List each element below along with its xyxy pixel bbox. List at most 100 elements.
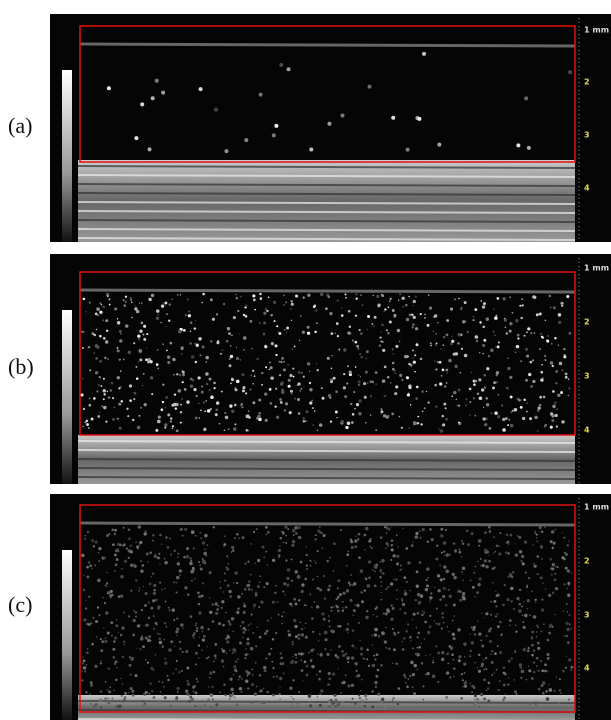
speckle bbox=[365, 578, 368, 581]
speckle bbox=[154, 598, 158, 602]
speckle bbox=[435, 332, 438, 335]
speckle bbox=[374, 658, 377, 661]
speckle bbox=[211, 620, 215, 623]
speckle bbox=[286, 583, 290, 587]
speckle bbox=[502, 417, 506, 422]
speckle bbox=[554, 528, 557, 531]
speckle bbox=[88, 403, 92, 407]
speckle bbox=[465, 398, 468, 401]
speckle bbox=[246, 641, 250, 646]
speckle bbox=[166, 545, 170, 549]
speckle bbox=[531, 636, 533, 638]
speckle bbox=[139, 624, 142, 626]
speckle bbox=[128, 663, 132, 667]
speckle bbox=[499, 532, 502, 535]
speckle bbox=[111, 397, 115, 400]
speckle bbox=[413, 692, 417, 696]
speckle bbox=[214, 107, 219, 112]
speckle bbox=[435, 342, 438, 345]
speckle bbox=[383, 526, 387, 529]
speckle bbox=[172, 672, 175, 675]
speckle bbox=[158, 637, 162, 641]
speckle bbox=[429, 600, 431, 602]
speckle bbox=[282, 590, 285, 593]
speckle bbox=[443, 402, 447, 406]
speckle bbox=[245, 670, 249, 673]
speckle bbox=[349, 584, 351, 586]
gray-scale-bar bbox=[62, 550, 72, 720]
speckle bbox=[492, 330, 495, 333]
speckle bbox=[487, 354, 491, 358]
speckle bbox=[472, 627, 476, 631]
speckle bbox=[545, 690, 548, 693]
speckle bbox=[530, 385, 534, 388]
speckle bbox=[551, 415, 555, 418]
speckle bbox=[190, 530, 195, 534]
speckle bbox=[451, 572, 456, 577]
speckle bbox=[387, 306, 390, 309]
speckle bbox=[499, 620, 502, 624]
speckle bbox=[123, 696, 127, 699]
speckle bbox=[365, 350, 369, 354]
speckle bbox=[323, 597, 327, 600]
speckle bbox=[379, 568, 382, 572]
speckle bbox=[570, 572, 572, 574]
speckle bbox=[396, 589, 398, 591]
speckle bbox=[538, 312, 542, 316]
speckle bbox=[102, 596, 105, 599]
speckle bbox=[491, 674, 494, 677]
speckle bbox=[382, 348, 386, 352]
speckle bbox=[103, 556, 106, 560]
speckle bbox=[208, 596, 211, 599]
speckle bbox=[134, 136, 139, 141]
speckle bbox=[86, 565, 89, 569]
speckle bbox=[343, 348, 347, 352]
speckle bbox=[263, 321, 267, 325]
speckle bbox=[471, 585, 475, 589]
speckle bbox=[334, 698, 338, 702]
speckle bbox=[561, 532, 563, 534]
speckle bbox=[159, 533, 162, 537]
speckle bbox=[253, 607, 255, 609]
speckle bbox=[443, 621, 445, 624]
speckle bbox=[341, 307, 343, 309]
speckle bbox=[500, 634, 503, 637]
speckle bbox=[361, 600, 365, 604]
speckle bbox=[235, 297, 239, 300]
speckle bbox=[477, 539, 482, 543]
speckle bbox=[506, 598, 510, 602]
speckle bbox=[233, 379, 236, 382]
speckle bbox=[331, 354, 333, 357]
speckle bbox=[412, 421, 416, 425]
speckle bbox=[338, 645, 341, 648]
speckle bbox=[216, 340, 220, 343]
speckle bbox=[323, 630, 328, 635]
speckle bbox=[557, 344, 560, 346]
speckle bbox=[173, 402, 177, 407]
speckle bbox=[411, 686, 414, 689]
speckle bbox=[554, 587, 559, 591]
speckle bbox=[149, 682, 152, 685]
speckle bbox=[364, 694, 368, 698]
speckle bbox=[119, 633, 123, 637]
speckle bbox=[457, 332, 462, 337]
speckle bbox=[445, 653, 448, 656]
speckle bbox=[419, 537, 422, 539]
speckle bbox=[443, 577, 446, 581]
speckle bbox=[212, 670, 216, 674]
speckle bbox=[439, 429, 444, 433]
speckle bbox=[277, 554, 281, 557]
speckle bbox=[379, 561, 381, 563]
speckle bbox=[487, 629, 491, 633]
speckle bbox=[401, 640, 404, 643]
tissue-stripe bbox=[77, 192, 576, 196]
speckle bbox=[373, 564, 375, 566]
speckle bbox=[98, 547, 102, 551]
speckle bbox=[426, 630, 431, 635]
speckle bbox=[106, 534, 109, 537]
speckle bbox=[145, 659, 147, 661]
speckle bbox=[194, 416, 198, 420]
speckle bbox=[404, 676, 407, 679]
speckle bbox=[86, 575, 90, 579]
